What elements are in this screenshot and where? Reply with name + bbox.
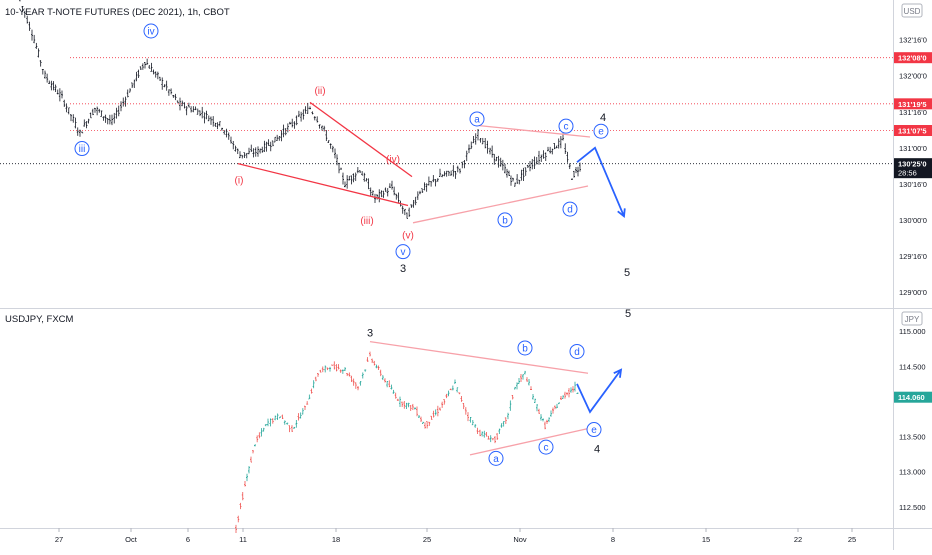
- usdjpy-price-tag-label: 114.060: [898, 393, 925, 402]
- usdjpy-wave-label: c: [544, 443, 549, 454]
- tnote-wave-label: (iii): [360, 216, 373, 227]
- tnote-wave-label: 5: [624, 267, 630, 279]
- time-axis-label: 22: [794, 535, 802, 544]
- tnote-wave-label: v: [401, 247, 406, 258]
- tnote-price-tag[interactable]: [894, 98, 932, 110]
- bottom-currency-badge[interactable]: [901, 311, 923, 326]
- tnote-y-tick-label: 129'16'0: [899, 252, 927, 261]
- tnote-wave-label: (iv): [386, 155, 400, 166]
- tnote-trendline[interactable]: [477, 124, 591, 138]
- tnote-price-tag-label: 131'19'5: [898, 100, 927, 109]
- usdjpy-wave-label-circle: [569, 343, 585, 359]
- tnote-y-tick-label: 130'16'0: [899, 180, 927, 189]
- tnote-y-tick-label: 131'00'0: [899, 144, 927, 153]
- tnote-wave-label-circle: [143, 23, 159, 39]
- usdjpy-wave-label-circle: [538, 439, 554, 455]
- tnote-wave-label-circle: [74, 141, 90, 157]
- usdjpy-trendline[interactable]: [369, 341, 589, 374]
- time-axis-label: 6: [186, 535, 190, 544]
- tnote-price-tag[interactable]: [894, 125, 932, 137]
- usdjpy-trendline[interactable]: [469, 427, 591, 456]
- usdjpy-y-tick-label: 114.500: [899, 362, 926, 371]
- tnote-trendline[interactable]: [412, 185, 589, 224]
- usdjpy-wave-label: b: [522, 343, 528, 354]
- tnote-wave-label-circle: [469, 111, 485, 127]
- bottom-pane[interactable]: 115.000 114.500 113.500 113.000 112.500 3 5 a b c…: [235, 308, 932, 534]
- tnote-price-tag-label: 132'08'0: [898, 54, 927, 63]
- usdjpy-wave-label: d: [574, 347, 580, 358]
- tnote-wave-label: (i): [235, 176, 244, 187]
- tnote-wave-label: (v): [402, 230, 414, 241]
- usdjpy-projection-arrowhead: [613, 368, 623, 378]
- tnote-price-tag[interactable]: [894, 158, 932, 179]
- usdjpy-wave-label: 3: [367, 328, 373, 340]
- tnote-wave-label: iv: [147, 27, 154, 38]
- time-axis-label: 18: [332, 535, 340, 544]
- top-currency-label: USD: [904, 7, 921, 16]
- tnote-wave-label: 4: [600, 112, 606, 124]
- tnote-wave-label: d: [567, 205, 573, 216]
- top-pane-title: 10-YEAR T-NOTE FUTURES (DEC 2021), 1h, C…: [5, 7, 230, 18]
- top-currency-badge[interactable]: [901, 3, 923, 18]
- time-axis-label: 27: [55, 535, 63, 544]
- tnote-trendline[interactable]: [309, 101, 413, 178]
- tnote-wave-label-circle: [558, 118, 574, 134]
- usdjpy-y-tick-label: 113.000: [899, 468, 926, 477]
- usdjpy-y-tick-label: 115.000: [899, 327, 926, 336]
- top-pane[interactable]: 132'16'0 132'00'0 131'16'0 131'00'0 130'16'0…: [0, 0, 932, 297]
- tnote-y-tick-label: 132'00'0: [899, 72, 927, 81]
- time-axis-label: Oct: [125, 535, 138, 544]
- time-axis-label: 8: [611, 535, 615, 544]
- time-axis[interactable]: 27 Oct 6 11 18 25 Nov 8 15 22 25: [55, 528, 856, 544]
- tnote-price-tag[interactable]: [894, 52, 932, 64]
- tnote-wave-label: e: [598, 127, 604, 138]
- tnote-y-tick-label: 130'00'0: [899, 216, 927, 225]
- tnote-wave-label: iii: [79, 144, 86, 155]
- usdjpy-wave-label-circle: [586, 422, 602, 438]
- usdjpy-y-tick-label: 112.500: [899, 503, 926, 512]
- usdjpy-wave-label: 4: [594, 444, 600, 456]
- tnote-wave-label: 3: [400, 263, 406, 275]
- tnote-countdown-timer: 28:56: [898, 169, 917, 178]
- bottom-pane-title: USDJPY, FXCM: [5, 314, 74, 325]
- tnote-price-tag-label: 131'07'5: [898, 127, 927, 136]
- usdjpy-wave-label-circle: [517, 340, 533, 356]
- tnote-projection-arrowhead: [617, 208, 626, 219]
- time-axis-label: 25: [423, 535, 431, 544]
- usdjpy-wave-label: e: [591, 425, 597, 436]
- usdjpy-price-tag[interactable]: [894, 391, 932, 403]
- time-axis-label: Nov: [513, 535, 527, 544]
- tnote-wave-label: c: [564, 122, 569, 133]
- tnote-y-tick-label: 129'00'0: [899, 288, 927, 297]
- tnote-projection-path[interactable]: [576, 146, 625, 217]
- tnote-wave-label-circle: [562, 201, 578, 217]
- time-axis-label: 15: [702, 535, 710, 544]
- tnote-wave-label-circle: [593, 123, 609, 139]
- tnote-wave-label: b: [502, 215, 508, 226]
- tnote-price-tag-label: 130'25'0: [898, 160, 927, 169]
- tnote-wave-label-circle: [395, 244, 411, 260]
- tnote-wave-label: (ii): [314, 86, 325, 97]
- usdjpy-wave-label: a: [493, 454, 499, 465]
- time-axis-label: 25: [848, 535, 856, 544]
- time-axis-label: 11: [239, 535, 247, 544]
- usdjpy-projection-path[interactable]: [576, 369, 622, 414]
- tnote-y-tick-label: 131'16'0: [899, 108, 927, 117]
- tnote-y-tick-label: 132'16'0: [899, 36, 927, 45]
- tnote-trendline[interactable]: [237, 163, 409, 207]
- usdjpy-wave-label-circle: [488, 450, 504, 466]
- tnote-wave-label: a: [474, 114, 480, 125]
- bottom-currency-label: JPY: [905, 315, 920, 324]
- usdjpy-y-tick-label: 113.500: [899, 433, 926, 442]
- usdjpy-wave-label: 5: [625, 308, 631, 320]
- tnote-wave-label-circle: [497, 212, 513, 228]
